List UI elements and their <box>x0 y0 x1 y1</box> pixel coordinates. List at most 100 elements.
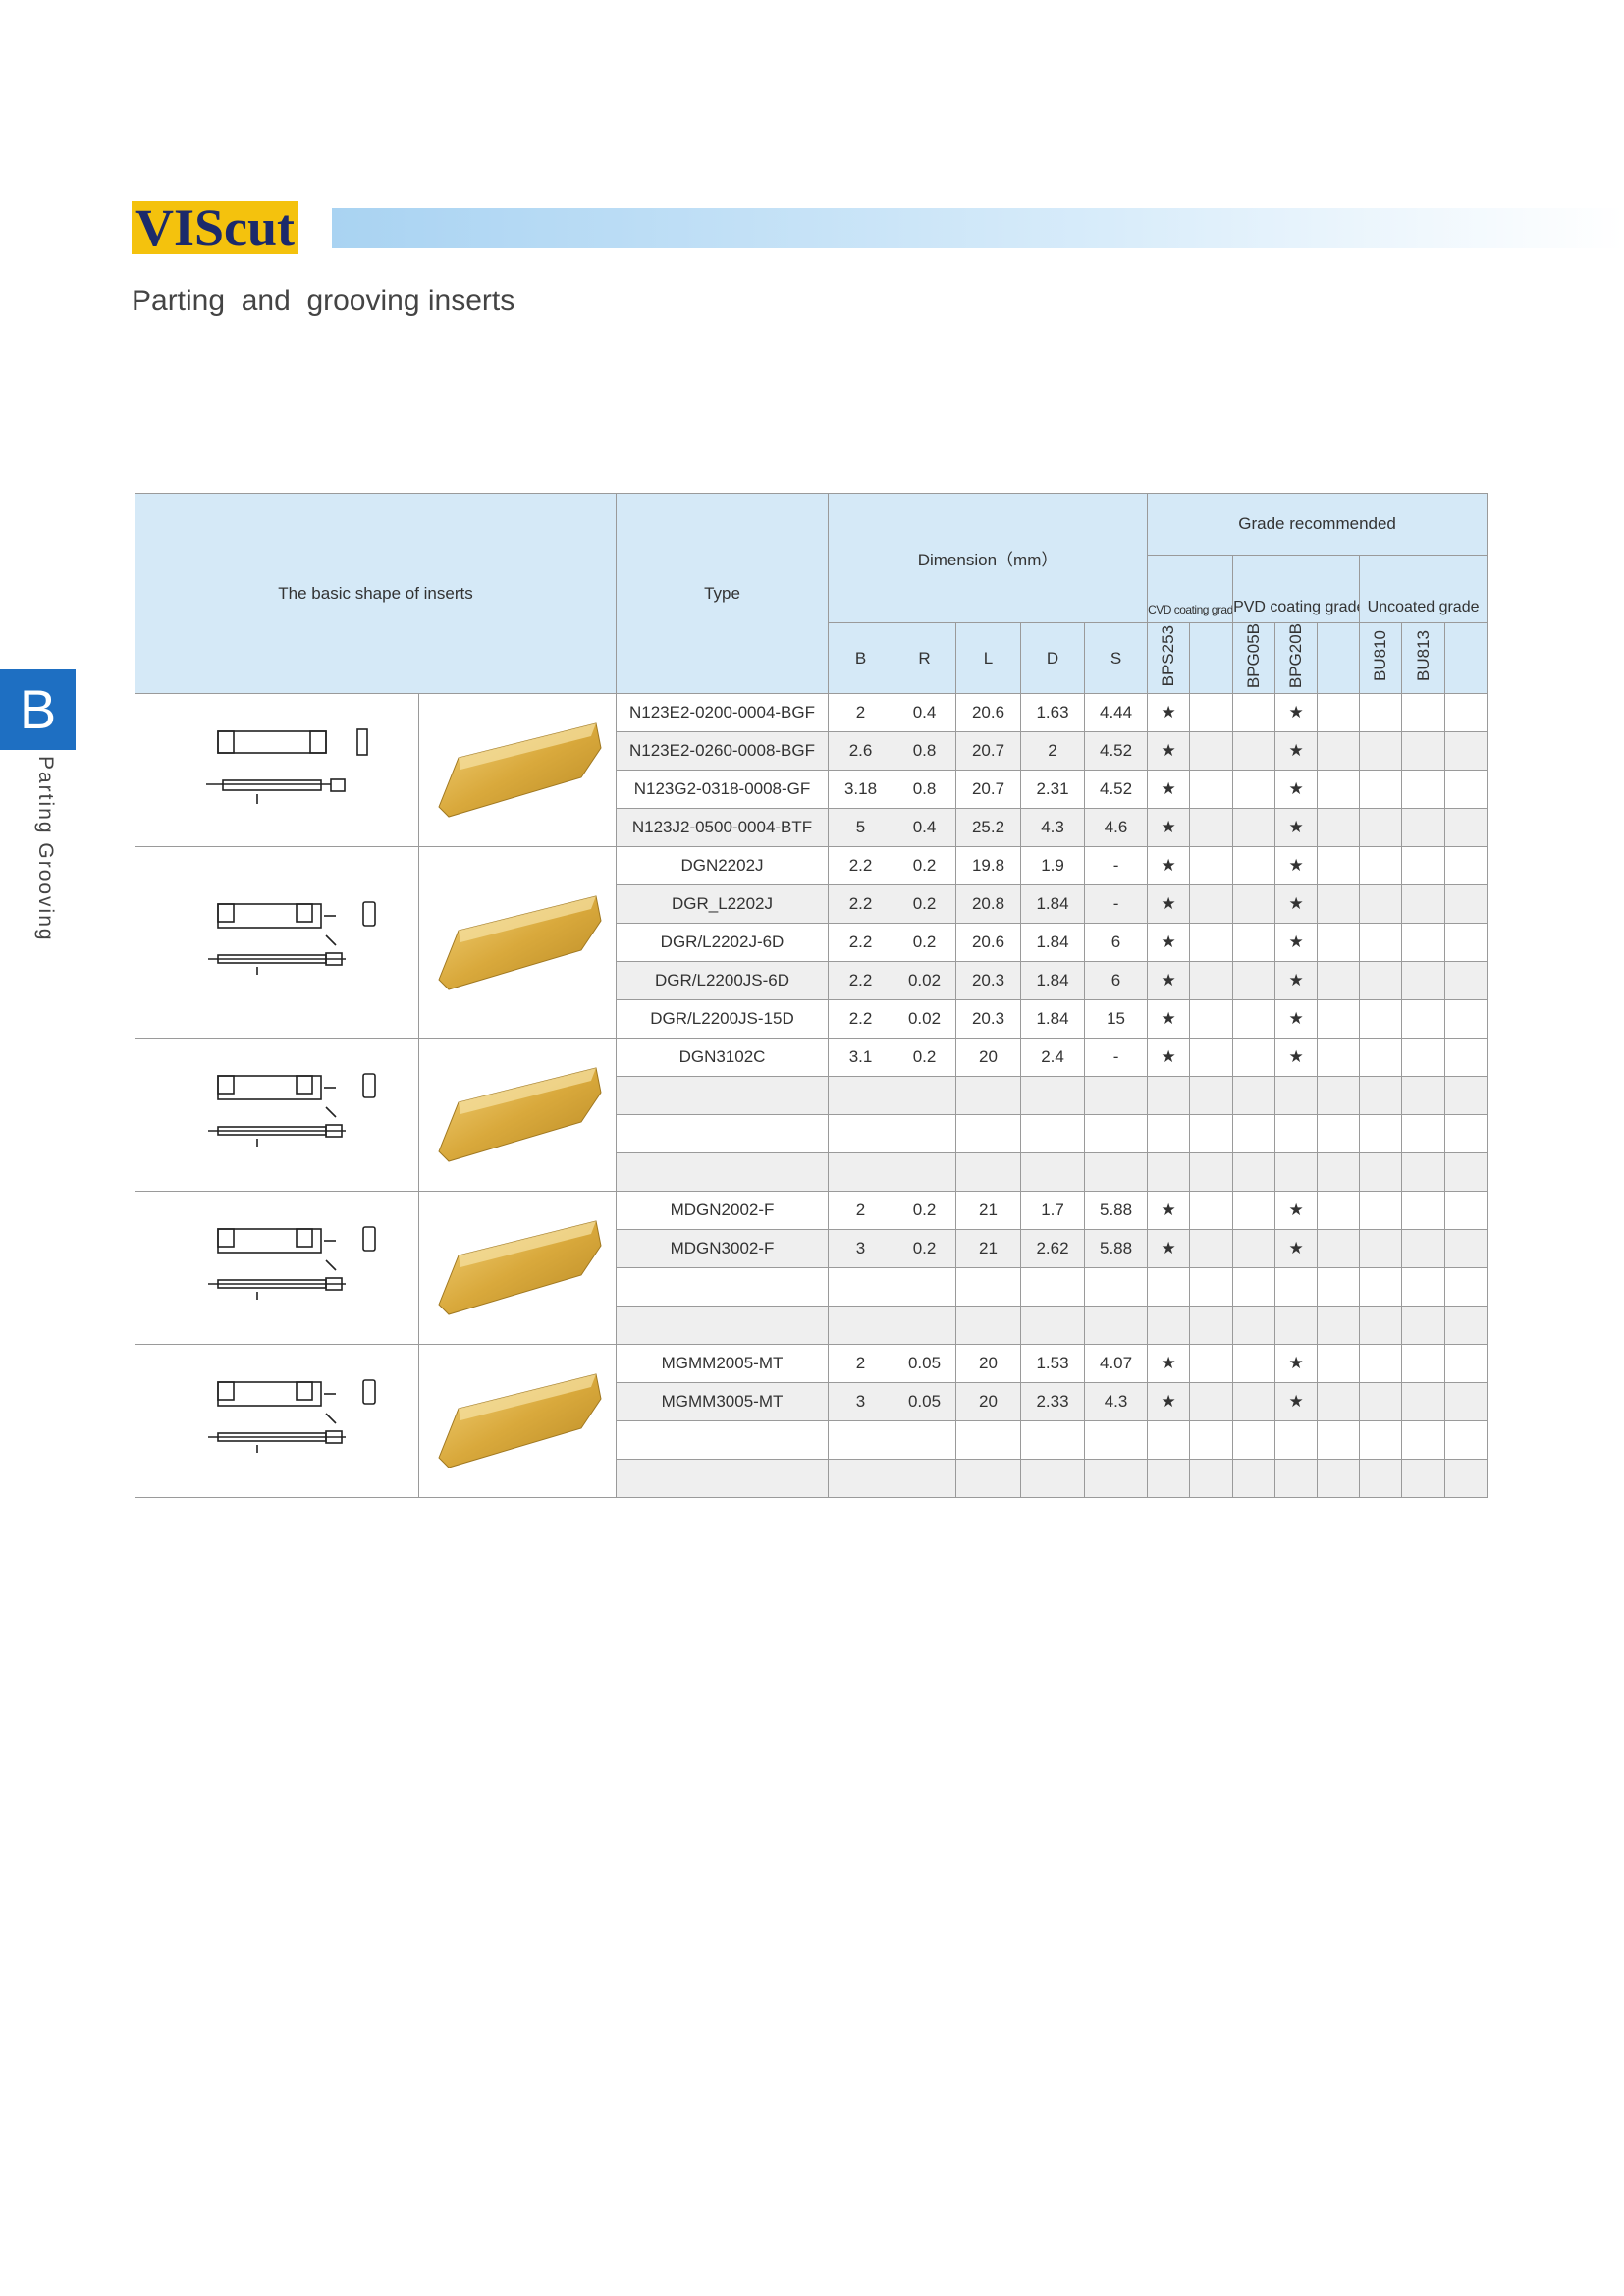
dimension-cell <box>893 1267 957 1308</box>
dimension-cell: 1.84 <box>1020 884 1086 925</box>
dimension-cell <box>1084 1420 1149 1461</box>
grade-cell: ★ <box>1147 1038 1191 1078</box>
type-cell <box>616 1152 830 1193</box>
dimension-cell: 4.07 <box>1084 1344 1149 1384</box>
grade-cell <box>1317 1038 1361 1078</box>
grade-cell <box>1317 1191 1361 1231</box>
grade-name: BU810 <box>1371 630 1390 682</box>
dimension-cell: 20.6 <box>955 693 1022 733</box>
grade-cell <box>1359 1114 1403 1154</box>
dimension-cell: 4.44 <box>1084 693 1149 733</box>
dimension-cell: 6 <box>1084 961 1149 1001</box>
dimension-column-header: D <box>1020 621 1086 695</box>
grade-cell: ★ <box>1274 923 1319 963</box>
dimension-column-header: L <box>955 621 1022 695</box>
dimension-cell: 20 <box>955 1038 1022 1078</box>
grade-cell <box>1189 1229 1234 1269</box>
grade-name: BU813 <box>1413 630 1433 682</box>
grade-cell <box>1317 770 1361 810</box>
dimension-column-header: B <box>828 621 894 695</box>
insert-photo-cell <box>417 1038 618 1193</box>
grade-column-header <box>1444 621 1489 695</box>
grade-cell <box>1317 961 1361 1001</box>
grade-cell <box>1232 846 1276 886</box>
subtitle: Parting and grooving inserts <box>132 285 515 317</box>
table-row <box>135 1267 1489 1308</box>
table-row: DGR_L2202J 2.2 0.2 20.8 1.84- ★ ★ <box>135 884 1489 925</box>
header-row: The basic shape of inserts Type Dimension（… <box>134 492 1489 695</box>
type-cell: N123E2-0260-0008-BGF <box>616 731 830 772</box>
grade-cell: ★ <box>1147 770 1191 810</box>
grade-cell: ★ <box>1274 808 1319 848</box>
side-tab-label: Parting Grooving <box>34 756 57 942</box>
grade-cell: ★ <box>1274 1382 1319 1422</box>
dimension-cell: 3.1 <box>828 1038 894 1078</box>
grade-cell <box>1401 1459 1446 1499</box>
grade-cell <box>1317 1420 1361 1461</box>
shape-drawing <box>207 1226 376 1301</box>
dimension-cell: 4.6 <box>1084 808 1149 848</box>
table-row: MDGN3002-F 3 0.2 21 2.62 5.88 ★ ★ <box>135 1229 1489 1269</box>
dimension-cell: 4.3 <box>1084 1382 1149 1422</box>
grade-cell <box>1401 1267 1446 1308</box>
grade-cell: ★ <box>1147 1382 1191 1422</box>
dimension-cell: 1.84 <box>1020 999 1086 1040</box>
dimension-column-header: S <box>1084 621 1149 695</box>
grade-cell <box>1232 731 1276 772</box>
grade-cell <box>1189 846 1234 886</box>
side-tab: B <box>0 669 76 750</box>
dimension-cell: 2.2 <box>828 846 894 886</box>
grade-cell: ★ <box>1147 923 1191 963</box>
dimension-cell: 25.2 <box>955 808 1022 848</box>
dimension-cell: 1.7 <box>1020 1191 1086 1231</box>
grade-cell <box>1444 884 1489 925</box>
dimension-cell: 5.88 <box>1084 1191 1149 1231</box>
dimension-cell: 20.7 <box>955 731 1022 772</box>
grade-cell <box>1317 1382 1361 1422</box>
type-cell <box>616 1306 830 1346</box>
grade-cell <box>1274 1459 1319 1499</box>
grade-cell <box>1232 961 1276 1001</box>
dimension-cell: 20.3 <box>955 999 1022 1040</box>
grade-cell <box>1274 1420 1319 1461</box>
grade-cell <box>1401 1229 1446 1269</box>
grade-column-header: BPG05B <box>1232 621 1276 695</box>
grade-cell <box>1317 846 1361 886</box>
grade-cell <box>1317 1229 1361 1269</box>
grade-cell <box>1317 693 1361 733</box>
table-row: MGMM3005-MT 3 0.05 20 2.33 4.3 ★ ★ <box>135 1382 1489 1422</box>
grade-cell <box>1401 1344 1446 1384</box>
dimension-cell: 5.88 <box>1084 1229 1149 1269</box>
grade-cell <box>1444 1229 1489 1269</box>
grade-cell <box>1147 1114 1191 1154</box>
grade-cell <box>1401 1382 1446 1422</box>
grade-cell <box>1274 1306 1319 1346</box>
table-row <box>135 1114 1489 1154</box>
insert-photo <box>438 1220 602 1315</box>
dimension-cell <box>828 1076 894 1116</box>
insert-photo-cell <box>417 1344 618 1499</box>
grade-cell <box>1232 1344 1276 1384</box>
dimension-cell: 20 <box>955 1344 1022 1384</box>
header-row: B R L D S BPS253 BPG05B BPG20B BU810 BU813 <box>135 621 1489 695</box>
grade-cell <box>1444 731 1489 772</box>
dimension-cell: 20 <box>955 1382 1022 1422</box>
grade-cell <box>1232 1076 1276 1116</box>
grade-cell <box>1359 1152 1403 1193</box>
insert-photo-shape <box>438 1373 602 1468</box>
dimension-cell <box>1084 1152 1149 1193</box>
grade-cell <box>1444 846 1489 886</box>
grade-column-header <box>1189 621 1234 695</box>
grade-name: BPG05B <box>1244 623 1264 689</box>
grade-cell <box>1317 1459 1361 1499</box>
grade-cell <box>1401 923 1446 963</box>
grade-cell <box>1147 1267 1191 1308</box>
dimension-cell <box>1020 1152 1086 1193</box>
dimension-cell: 1.63 <box>1020 693 1086 733</box>
grade-cell <box>1444 1306 1489 1346</box>
grade-cell <box>1359 884 1403 925</box>
type-cell <box>616 1267 830 1308</box>
dimension-cell <box>955 1114 1022 1154</box>
table-row <box>135 1152 1489 1193</box>
dimension-cell: 15 <box>1084 999 1149 1040</box>
